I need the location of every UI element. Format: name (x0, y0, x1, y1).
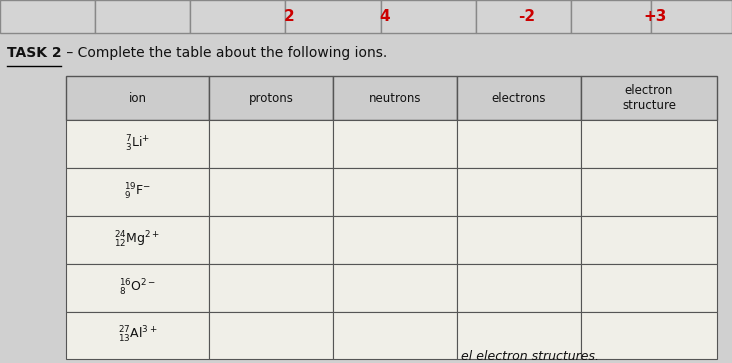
Bar (209, 120, 333, 168)
Bar (209, 216, 333, 264)
Bar (209, 311, 333, 359)
Bar (333, 168, 457, 216)
Bar (333, 264, 457, 311)
Bar (209, 168, 333, 216)
Bar (95, 0, 190, 33)
Text: 2: 2 (284, 9, 294, 24)
Bar (190, 0, 285, 33)
Bar (333, 120, 457, 168)
Bar (333, 76, 457, 120)
Text: – Complete the table about the following ions.: – Complete the table about the following… (62, 46, 387, 60)
Text: el electron structures.: el electron structures. (461, 350, 600, 363)
Text: $^{16}_{8}$O$^{2-}$: $^{16}_{8}$O$^{2-}$ (119, 278, 156, 298)
Bar (476, 0, 571, 33)
Bar (333, 311, 457, 359)
Text: electron
structure: electron structure (622, 84, 676, 112)
Bar (580, 311, 717, 359)
Bar (651, 0, 732, 33)
Text: TASK 2: TASK 2 (7, 46, 62, 60)
Bar (285, 0, 381, 33)
Bar (333, 216, 457, 264)
Text: $^{24}_{12}$Mg$^{2+}$: $^{24}_{12}$Mg$^{2+}$ (114, 230, 160, 250)
Bar (66, 76, 209, 120)
Bar (66, 264, 209, 311)
Text: neutrons: neutrons (369, 92, 421, 105)
Bar (209, 264, 333, 311)
Bar (209, 76, 333, 120)
Bar (66, 120, 209, 168)
Text: protons: protons (249, 92, 294, 105)
Text: electrons: electrons (491, 92, 546, 105)
Bar (580, 76, 717, 120)
Bar (66, 168, 209, 216)
Bar (457, 120, 580, 168)
Bar (457, 76, 580, 120)
Bar (457, 216, 580, 264)
Text: $^{7}_{3}$Li$^{+}$: $^{7}_{3}$Li$^{+}$ (125, 134, 150, 154)
Text: +3: +3 (643, 9, 667, 24)
Text: 4: 4 (379, 9, 389, 24)
Bar (66, 311, 209, 359)
Bar (580, 216, 717, 264)
Bar (580, 168, 717, 216)
Text: -2: -2 (518, 9, 536, 24)
Bar (457, 168, 580, 216)
Bar (580, 264, 717, 311)
Text: $^{19}_{9}$F$^{-}$: $^{19}_{9}$F$^{-}$ (124, 182, 152, 202)
Bar (571, 0, 651, 33)
Bar (457, 311, 580, 359)
Bar (66, 216, 209, 264)
Bar (0, 0, 95, 33)
Bar (381, 0, 476, 33)
Bar (580, 120, 717, 168)
Text: $^{27}_{13}$Al$^{3+}$: $^{27}_{13}$Al$^{3+}$ (118, 325, 157, 346)
Text: ion: ion (129, 92, 146, 105)
Bar (457, 264, 580, 311)
